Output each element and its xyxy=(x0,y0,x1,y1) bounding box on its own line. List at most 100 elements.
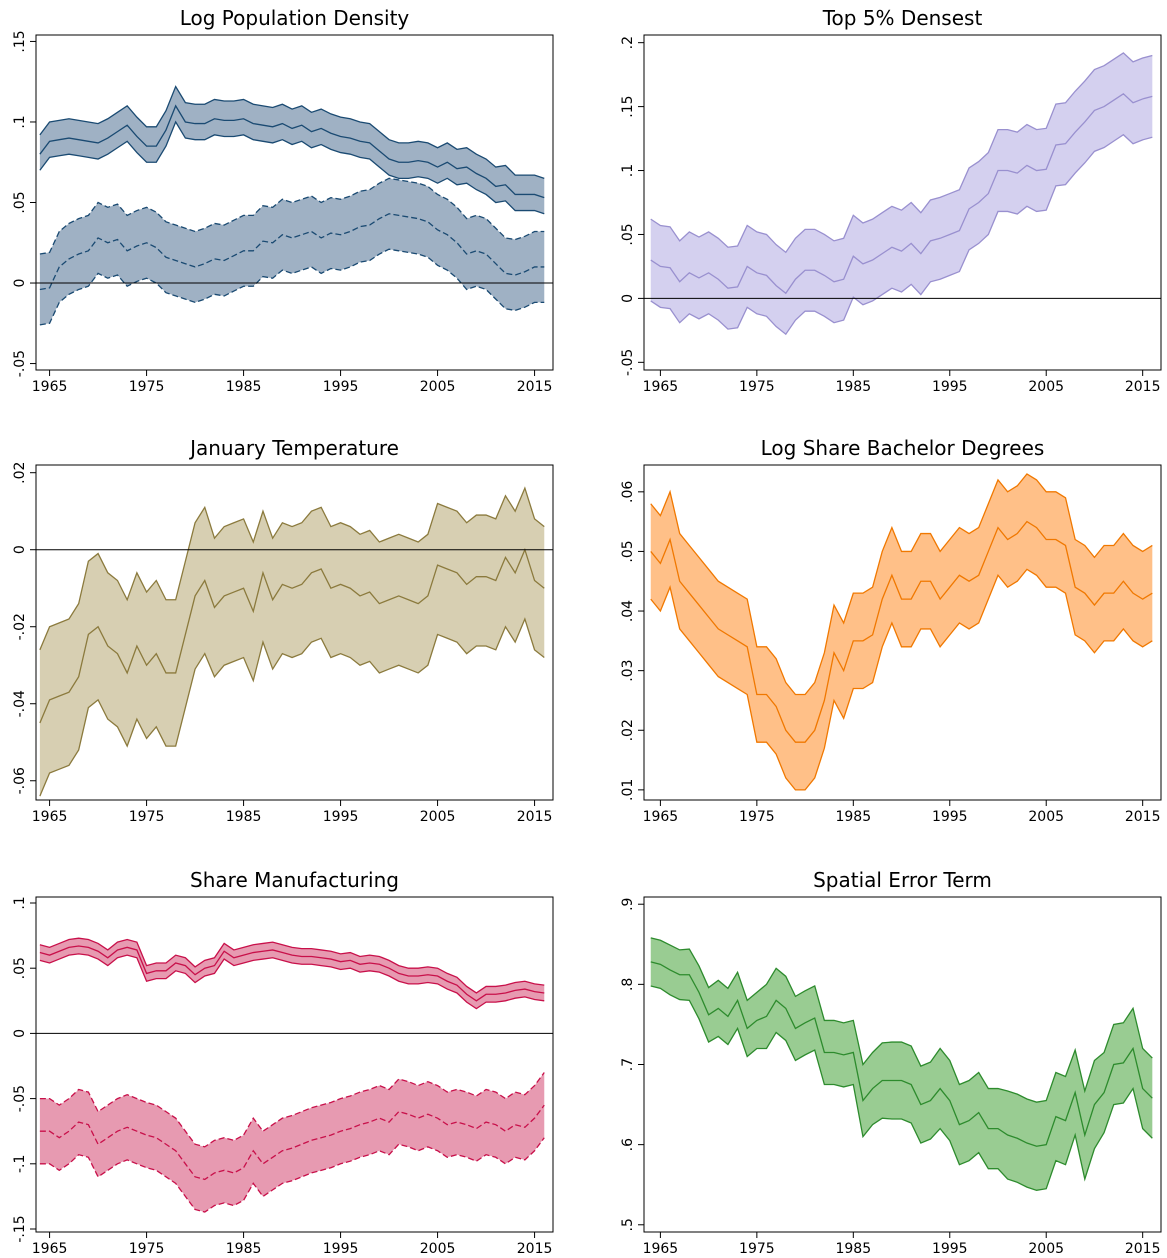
y-tick-label: .03 xyxy=(620,660,636,682)
band-edge xyxy=(650,568,1153,791)
x-tick-label: 1965 xyxy=(643,809,679,825)
x-tick-label: 1975 xyxy=(739,809,775,825)
band-edge xyxy=(650,133,1153,336)
y-tick-label: -.05 xyxy=(620,349,636,376)
x-tick-label: 1965 xyxy=(643,1241,679,1257)
x-tick-label: 1985 xyxy=(835,1241,871,1257)
confidence-band xyxy=(650,473,1153,790)
x-tick-label: 2015 xyxy=(517,1241,553,1257)
panel: January Temperature 1965 1975 1985 1995 2005 2… xyxy=(12,436,554,825)
y-tick-label: .05 xyxy=(620,540,636,562)
y-tick-label: .9 xyxy=(620,898,636,911)
x-tick-label: 2015 xyxy=(1125,809,1161,825)
y-tick-label: .1 xyxy=(12,115,28,128)
band-edge xyxy=(650,937,1153,1103)
x-tick-label: 1965 xyxy=(32,379,68,395)
x-tick-label: 1965 xyxy=(643,379,679,395)
chart-title: Log Population Density xyxy=(180,6,410,30)
estimate-line xyxy=(39,945,545,1002)
band-edge xyxy=(39,120,545,215)
y-tick-label: -.05 xyxy=(12,1085,28,1112)
confidence-band xyxy=(39,86,545,214)
x-tick-label: 1995 xyxy=(932,1241,968,1257)
plot-frame xyxy=(643,34,1162,371)
confidence-band xyxy=(650,52,1153,335)
chart-title: Share Manufacturing xyxy=(190,868,399,892)
estimate-line xyxy=(39,547,545,724)
chart-title: January Temperature xyxy=(188,436,399,460)
y-tick-label: .15 xyxy=(620,95,636,117)
estimate-line xyxy=(39,1104,545,1181)
x-tick-label: 1975 xyxy=(739,379,775,395)
x-tick-label: 2015 xyxy=(517,809,553,825)
y-tick-label: .15 xyxy=(12,30,28,52)
y-tick-label: .5 xyxy=(620,1218,636,1231)
x-tick-label: 1995 xyxy=(323,379,359,395)
y-tick-label: .01 xyxy=(620,779,636,801)
band-edge xyxy=(39,1072,545,1148)
band-edge xyxy=(39,1137,545,1213)
y-tick-label: .2 xyxy=(620,36,636,49)
y-tick-label: -.04 xyxy=(12,690,28,717)
y-tick-label: .02 xyxy=(620,719,636,741)
y-tick-label: 0 xyxy=(12,279,28,288)
panel: Share Manufacturing 1965 1975 1985 1995 2005 2… xyxy=(12,868,554,1257)
confidence-band xyxy=(39,1072,545,1213)
estimate-line xyxy=(650,92,1153,295)
x-tick-label: 2005 xyxy=(420,1241,456,1257)
x-tick-label: 1995 xyxy=(323,809,359,825)
x-tick-label: 2005 xyxy=(1028,1241,1064,1257)
y-tick-label: .8 xyxy=(620,978,636,991)
y-tick-label: .7 xyxy=(620,1058,636,1071)
x-tick-label: 1995 xyxy=(932,809,968,825)
x-tick-label: 1985 xyxy=(226,809,262,825)
chart-title: Spatial Error Term xyxy=(813,868,992,892)
x-tick-label: 2005 xyxy=(420,809,456,825)
x-tick-label: 1975 xyxy=(129,379,165,395)
chart-title: Top 5% Densest xyxy=(822,6,983,30)
x-tick-label: 1995 xyxy=(932,379,968,395)
x-tick-label: 2015 xyxy=(1125,1241,1161,1257)
x-tick-label: 1995 xyxy=(323,1241,359,1257)
plot-frame xyxy=(35,896,554,1233)
x-tick-label: 1985 xyxy=(226,379,262,395)
panel: Log Population Density 1965 1975 1985 1995 20… xyxy=(12,6,554,395)
x-tick-label: 1975 xyxy=(129,809,165,825)
y-tick-label: -.05 xyxy=(12,350,28,377)
plot-frame xyxy=(35,464,554,801)
x-tick-label: 1985 xyxy=(835,809,871,825)
x-tick-label: 2005 xyxy=(1028,809,1064,825)
confidence-band xyxy=(39,938,545,1009)
band-edge xyxy=(39,248,545,326)
y-tick-label: .05 xyxy=(12,191,28,213)
x-tick-label: 1985 xyxy=(226,1241,262,1257)
panel: Spatial Error Term 1965 1975 1985 1995 2005 20… xyxy=(620,868,1162,1257)
y-tick-label: -.1 xyxy=(12,1155,28,1173)
band-edge xyxy=(39,85,545,179)
x-tick-label: 1975 xyxy=(129,1241,165,1257)
x-tick-label: 1985 xyxy=(835,379,871,395)
y-tick-label: .02 xyxy=(12,462,28,484)
y-tick-label: .06 xyxy=(620,481,636,503)
y-tick-label: .1 xyxy=(620,164,636,177)
y-tick-label: 0 xyxy=(620,294,636,303)
band-edge xyxy=(39,486,545,651)
y-tick-label: 0 xyxy=(12,545,28,554)
estimate-line xyxy=(650,961,1153,1147)
x-tick-label: 1975 xyxy=(739,1241,775,1257)
band-edge xyxy=(39,177,545,255)
x-tick-label: 1965 xyxy=(32,1241,68,1257)
estimate-line xyxy=(39,213,545,291)
confidence-band xyxy=(39,178,545,325)
estimate-line xyxy=(650,520,1153,743)
y-tick-label: .05 xyxy=(620,223,636,245)
band-edge xyxy=(39,617,545,797)
plot-frame xyxy=(643,464,1162,801)
confidence-band xyxy=(650,937,1153,1191)
panel: Top 5% Densest 1965 1975 1985 1995 2005 2015 -.… xyxy=(620,6,1162,395)
estimate-line xyxy=(39,104,545,199)
chart-title: Log Share Bachelor Degrees xyxy=(761,436,1045,460)
confidence-band xyxy=(39,488,545,797)
band-edge xyxy=(650,985,1153,1191)
